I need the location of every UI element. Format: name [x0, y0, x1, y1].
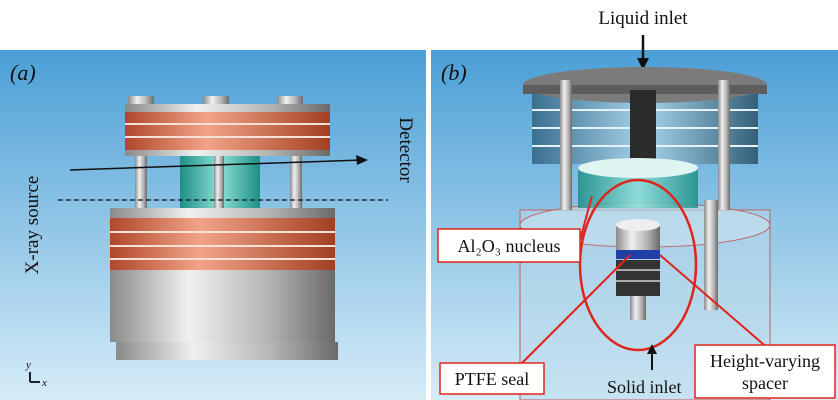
- spacer: [616, 260, 660, 296]
- panel-label: (a): [10, 60, 36, 85]
- base: [110, 276, 335, 342]
- detector-label: Detector: [395, 117, 416, 183]
- rod: [718, 80, 730, 210]
- figure: (a) X-ray source Detector y x: [0, 0, 838, 400]
- axis-y-label: y: [25, 359, 31, 371]
- ptfe-seal: [616, 250, 660, 259]
- panel-a: (a) X-ray source Detector y x: [0, 50, 426, 400]
- rod: [560, 80, 572, 210]
- source-label: X-ray source: [22, 176, 43, 275]
- panel-b: (b) Liquid inlet: [431, 8, 838, 400]
- flange: [116, 342, 338, 360]
- seal-top: [616, 219, 660, 231]
- spacer-label: spacer: [742, 373, 788, 393]
- inlet-tube: [630, 90, 656, 170]
- spacer-label: Height-varying: [710, 351, 820, 371]
- copper-coil: [125, 112, 330, 150]
- liquid-inlet-label: Liquid inlet: [598, 8, 688, 29]
- nucleus-label: Al₂O₃ nucleus: [457, 236, 560, 256]
- solid-inlet-label: Solid inlet: [607, 377, 682, 397]
- nucleus-top: [578, 158, 698, 178]
- screw: [630, 296, 646, 320]
- seal-label: PTFE seal: [455, 369, 530, 389]
- copper-coil: [110, 218, 335, 270]
- axis-x-label: x: [41, 377, 47, 389]
- panel-label: (b): [441, 60, 467, 85]
